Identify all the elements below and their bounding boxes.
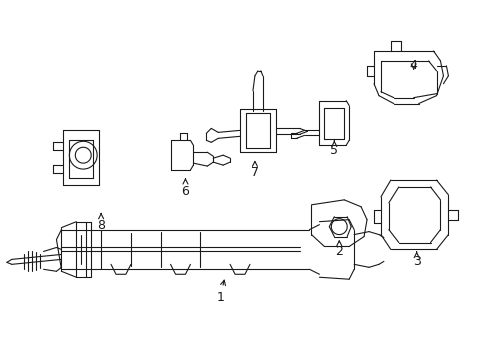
Text: 5: 5	[329, 141, 338, 157]
Text: 3: 3	[412, 252, 420, 268]
Text: 6: 6	[181, 179, 189, 198]
Text: 4: 4	[409, 59, 417, 72]
Text: 8: 8	[97, 213, 105, 232]
Text: 1: 1	[216, 280, 225, 303]
Text: 7: 7	[250, 161, 258, 179]
Text: 2: 2	[335, 241, 343, 258]
